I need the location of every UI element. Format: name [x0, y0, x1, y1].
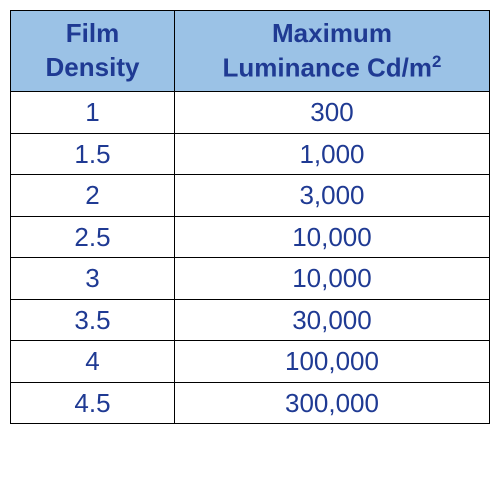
film-density-table: Film Density Maximum Luminance Cd/m2 1 3…	[10, 10, 490, 424]
cell-luminance: 3,000	[174, 175, 489, 217]
header-density-line1: Film	[66, 18, 119, 48]
cell-density: 2.5	[11, 216, 175, 258]
table-row: 4.5 300,000	[11, 382, 490, 424]
cell-luminance: 10,000	[174, 216, 489, 258]
cell-luminance: 1,000	[174, 133, 489, 175]
header-density-line2: Density	[46, 52, 140, 82]
header-luminance: Maximum Luminance Cd/m2	[174, 11, 489, 92]
cell-luminance: 100,000	[174, 341, 489, 383]
cell-density: 3.5	[11, 299, 175, 341]
cell-density: 4.5	[11, 382, 175, 424]
table-body: 1 300 1.5 1,000 2 3,000 2.5 10,000 3 10,…	[11, 92, 490, 424]
cell-density: 4	[11, 341, 175, 383]
table-row: 1 300	[11, 92, 490, 134]
header-row: Film Density Maximum Luminance Cd/m2	[11, 11, 490, 92]
table-row: 3.5 30,000	[11, 299, 490, 341]
header-lum-line1: Maximum	[272, 18, 392, 48]
cell-luminance: 300	[174, 92, 489, 134]
cell-luminance: 10,000	[174, 258, 489, 300]
table-row: 1.5 1,000	[11, 133, 490, 175]
table-row: 2.5 10,000	[11, 216, 490, 258]
cell-density: 1.5	[11, 133, 175, 175]
table-row: 4 100,000	[11, 341, 490, 383]
table-row: 3 10,000	[11, 258, 490, 300]
cell-density: 1	[11, 92, 175, 134]
header-lum-line2-prefix: Luminance Cd/m	[223, 52, 432, 82]
cell-luminance: 300,000	[174, 382, 489, 424]
cell-density: 2	[11, 175, 175, 217]
cell-density: 3	[11, 258, 175, 300]
header-film-density: Film Density	[11, 11, 175, 92]
table-row: 2 3,000	[11, 175, 490, 217]
cell-luminance: 30,000	[174, 299, 489, 341]
header-lum-sup: 2	[432, 52, 441, 71]
